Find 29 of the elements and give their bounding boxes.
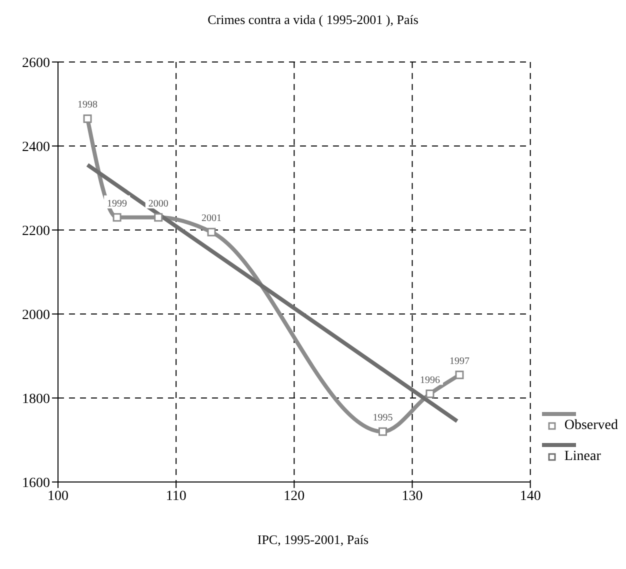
point (207, 228, 216, 236)
y-tick-label: 2200 (22, 224, 50, 239)
x-tick-label: 100 (48, 488, 68, 504)
y-tick-label: 2600 (22, 56, 50, 71)
annotation: 1999 (107, 198, 128, 210)
x-axis-title: IPC, 1995-2001, País (256, 532, 370, 548)
annotation: 1995 (372, 412, 393, 424)
legend-label: Linear (563, 449, 601, 465)
y-tick-label: 1800 (22, 392, 50, 407)
x-tick-label: 140 (520, 488, 541, 504)
y-tick-label: 2000 (22, 308, 50, 323)
annotation: 2001 (202, 213, 222, 224)
x-tick-label: 110 (166, 488, 186, 504)
x-tick-label: 130 (402, 488, 423, 504)
annotation: 1998 (78, 100, 98, 111)
y-tick-label: 2400 (22, 140, 50, 155)
point (154, 213, 163, 222)
annotation: 1997 (449, 356, 470, 367)
chart-title: Crimes contra a vida ( 1995-2001 ), País (206, 11, 420, 29)
point (378, 427, 387, 436)
legend-label: Observed (563, 418, 618, 434)
point (112, 213, 122, 222)
y-tick-label: 1600 (22, 476, 50, 491)
annotation: 1996 (420, 374, 440, 386)
point (455, 370, 464, 380)
point (426, 390, 434, 398)
x-tick-label: 120 (284, 488, 305, 504)
annotation: 2000 (148, 198, 168, 210)
point (83, 114, 92, 123)
